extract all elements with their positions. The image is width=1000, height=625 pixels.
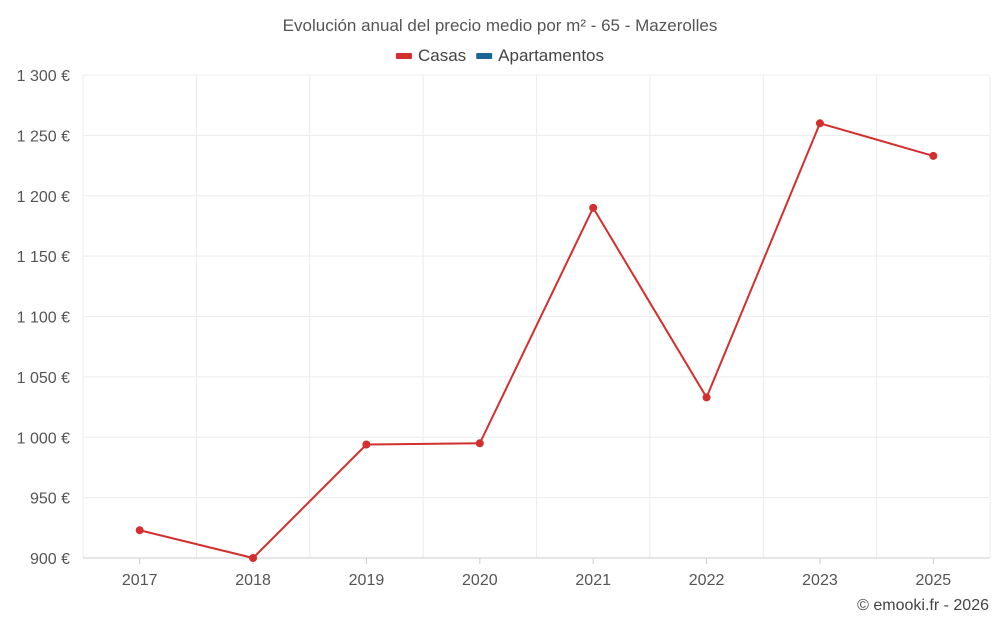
y-axis-ticks: 900 € 950 € 1 000 € 1 050 € 1 100 € 1 150 € 1 … — [17, 68, 70, 568]
legend-item[interactable]: Apartamentos — [476, 46, 604, 65]
x-tick-label: 2017 — [122, 572, 158, 589]
y-tick-label: 1 150 € — [17, 249, 70, 266]
x-tick-label: 2022 — [689, 572, 725, 589]
data-point[interactable] — [929, 151, 938, 160]
credit-text: © emooki.fr - 2026 — [857, 597, 989, 614]
data-point[interactable] — [475, 439, 484, 448]
x-tick-label: 2018 — [235, 572, 271, 589]
y-tick-label: 900 € — [30, 551, 70, 568]
data-point[interactable] — [589, 203, 598, 212]
legend-label: Apartamentos — [498, 46, 604, 65]
y-tick-label: 1 250 € — [17, 128, 70, 145]
y-tick-label: 1 200 € — [17, 189, 70, 206]
data-point[interactable] — [702, 393, 711, 402]
data-point[interactable] — [362, 440, 371, 449]
x-tick-label: 2025 — [916, 572, 952, 589]
legend-swatch — [395, 53, 412, 59]
y-tick-label: 950 € — [30, 491, 70, 508]
legend-swatch — [476, 53, 493, 59]
x-tick-label: 2019 — [349, 572, 385, 589]
legend-label: Casas — [418, 46, 466, 65]
data-point[interactable] — [249, 554, 258, 562]
data-point[interactable] — [135, 526, 144, 535]
series-group — [135, 119, 938, 562]
x-tick-label: 2021 — [575, 572, 611, 589]
y-tick-label: 1 050 € — [17, 370, 70, 387]
x-tick-label: 2023 — [802, 572, 838, 589]
series-line-casas — [139, 122, 934, 560]
data-point[interactable] — [815, 119, 824, 128]
legend-item[interactable]: Casas — [395, 46, 466, 65]
x-axis-ticks: 2017 2018 2019 2020 2021 2022 2023 2025 — [122, 558, 951, 589]
x-gridlines — [82, 75, 991, 558]
chart-title: Evolución anual del precio medio por m² … — [283, 16, 718, 35]
y-tick-label: 1 000 € — [17, 430, 70, 447]
x-tick-label: 2020 — [462, 572, 498, 589]
legend: Casas Apartamentos — [395, 46, 604, 65]
y-tick-label: 1 300 € — [17, 68, 70, 85]
y-tick-label: 1 100 € — [17, 310, 70, 327]
